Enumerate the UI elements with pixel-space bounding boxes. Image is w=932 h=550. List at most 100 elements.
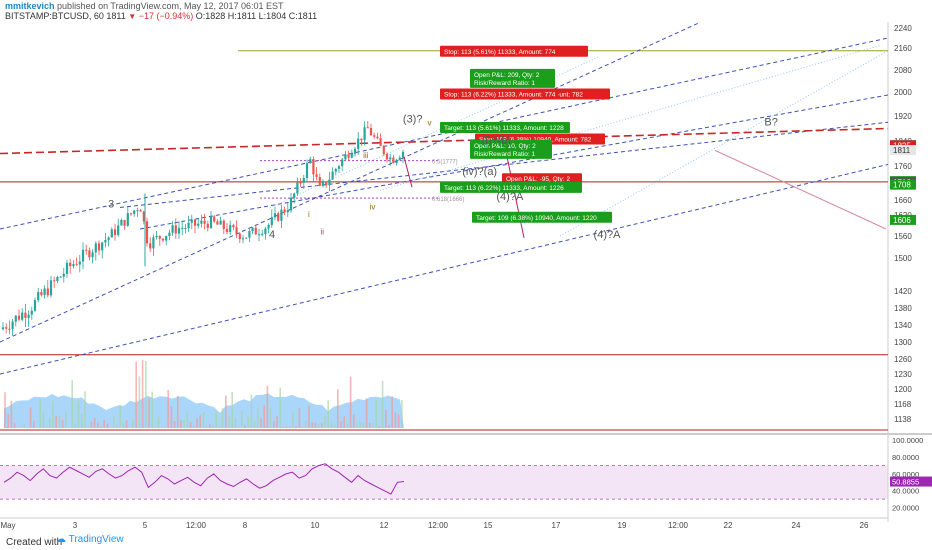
trade-box[interactable] bbox=[440, 88, 610, 100]
candle-body bbox=[65, 262, 69, 274]
price-change: −17 (−0.94%) bbox=[138, 11, 194, 21]
volume-bar bbox=[7, 414, 9, 428]
candle-body bbox=[309, 159, 312, 164]
candle-body bbox=[174, 225, 177, 234]
volume-bar bbox=[97, 422, 99, 428]
candle-body bbox=[139, 210, 142, 212]
volume-bar bbox=[199, 415, 201, 428]
channel-line-2 bbox=[139, 94, 889, 230]
price-chart[interactable]: 2240216020802000192018401760171016601620… bbox=[0, 0, 932, 531]
candle-body bbox=[59, 276, 62, 278]
trade-box-label: Open P&L: 209, Qty: 2 bbox=[474, 72, 540, 79]
channel-line-1 bbox=[0, 37, 889, 230]
volume-bar bbox=[154, 427, 157, 428]
wave-label: (4)?A bbox=[496, 191, 524, 203]
price-tag bbox=[890, 179, 916, 190]
price-tag bbox=[890, 214, 916, 225]
candle-body bbox=[101, 242, 104, 251]
candle-body bbox=[389, 157, 392, 160]
candle-body bbox=[325, 181, 328, 186]
symbol-label: BITSTAMP:BTCUSD, 60 bbox=[5, 11, 104, 21]
candle-body bbox=[14, 315, 17, 322]
candle-body bbox=[165, 235, 168, 241]
candle-body bbox=[357, 138, 360, 149]
candle-body bbox=[24, 312, 27, 318]
volume-bar bbox=[196, 418, 198, 428]
candle-body bbox=[129, 213, 133, 215]
x-tick-label: 12:00 bbox=[428, 521, 449, 530]
volume-bar bbox=[4, 392, 6, 428]
candle-body bbox=[123, 219, 126, 226]
candle-body bbox=[107, 237, 110, 240]
volume-bar bbox=[385, 409, 387, 428]
volume-bar bbox=[55, 415, 57, 428]
trade-box[interactable] bbox=[470, 139, 552, 159]
volume-bar bbox=[346, 424, 349, 428]
candle-body bbox=[94, 243, 97, 253]
y-tick-label: 1138 bbox=[894, 415, 912, 424]
created-with-text: Created with bbox=[6, 537, 63, 548]
candle-body bbox=[97, 243, 101, 251]
trade-box[interactable] bbox=[470, 68, 555, 88]
candle-body bbox=[17, 315, 21, 320]
trade-box-label: Risk/Reward Ratio: 1 bbox=[474, 151, 535, 158]
volume-bar bbox=[167, 390, 169, 428]
candle-body bbox=[145, 221, 149, 244]
volume-bar bbox=[17, 427, 19, 428]
candle-body bbox=[181, 228, 184, 230]
y-tick-label: 1200 bbox=[894, 385, 912, 394]
volume-bar bbox=[186, 410, 189, 428]
volume-bar bbox=[161, 426, 163, 428]
volume-bar bbox=[372, 423, 374, 428]
volume-bar bbox=[164, 427, 166, 428]
wave-label: iii bbox=[363, 151, 369, 160]
y-tick-label: 1420 bbox=[894, 287, 912, 296]
author-link[interactable]: mmitkevich bbox=[5, 1, 55, 11]
volume-bar bbox=[52, 401, 54, 428]
candle-body bbox=[136, 210, 139, 212]
trade-box[interactable] bbox=[440, 121, 570, 133]
trade-box[interactable] bbox=[440, 181, 582, 193]
volume-bar bbox=[215, 411, 217, 428]
candle-body bbox=[238, 233, 241, 240]
candle-body bbox=[379, 138, 382, 146]
candle-body bbox=[270, 217, 273, 226]
volume-bar bbox=[125, 420, 128, 428]
candle-body bbox=[72, 264, 75, 267]
volume-bar bbox=[77, 400, 80, 428]
trade-box[interactable] bbox=[472, 211, 612, 223]
candle-body bbox=[369, 127, 373, 136]
candle-body bbox=[398, 157, 401, 160]
candle-body bbox=[251, 227, 254, 232]
tradingview-logo[interactable]: ☁ TradingView bbox=[56, 534, 124, 545]
volume-bar bbox=[394, 412, 397, 428]
ohlc-high: H:1811 bbox=[227, 11, 257, 21]
volume-bar bbox=[183, 419, 185, 428]
candle-body bbox=[337, 166, 341, 169]
volume-bar bbox=[135, 361, 137, 428]
volume-bar bbox=[132, 420, 134, 428]
volume-bar bbox=[221, 408, 224, 428]
volume-bar bbox=[58, 416, 61, 428]
trade-box[interactable] bbox=[502, 173, 582, 185]
volume-bar bbox=[116, 425, 118, 428]
volume-bar bbox=[388, 424, 390, 428]
y-tick-label: 1560 bbox=[894, 232, 912, 241]
candle-body bbox=[245, 237, 248, 239]
candle-body bbox=[78, 261, 81, 265]
volume-bar bbox=[209, 423, 211, 428]
trade-box[interactable] bbox=[440, 45, 588, 57]
trade-box-label: Open P&L: -95, Qty: 2 bbox=[506, 176, 570, 183]
y-tick-label: 1340 bbox=[894, 321, 912, 330]
channel-line-3 bbox=[0, 163, 889, 375]
volume-bar bbox=[266, 385, 269, 428]
volume-bar bbox=[333, 424, 336, 428]
y-tick-label: 1920 bbox=[894, 112, 912, 121]
rsi-line bbox=[3, 463, 405, 495]
channel-line-4 bbox=[119, 121, 889, 208]
candle-body bbox=[27, 314, 30, 318]
candle-body bbox=[401, 151, 405, 158]
volume-bar bbox=[36, 427, 38, 428]
volume-bar bbox=[193, 426, 195, 428]
candle-body bbox=[277, 213, 280, 221]
